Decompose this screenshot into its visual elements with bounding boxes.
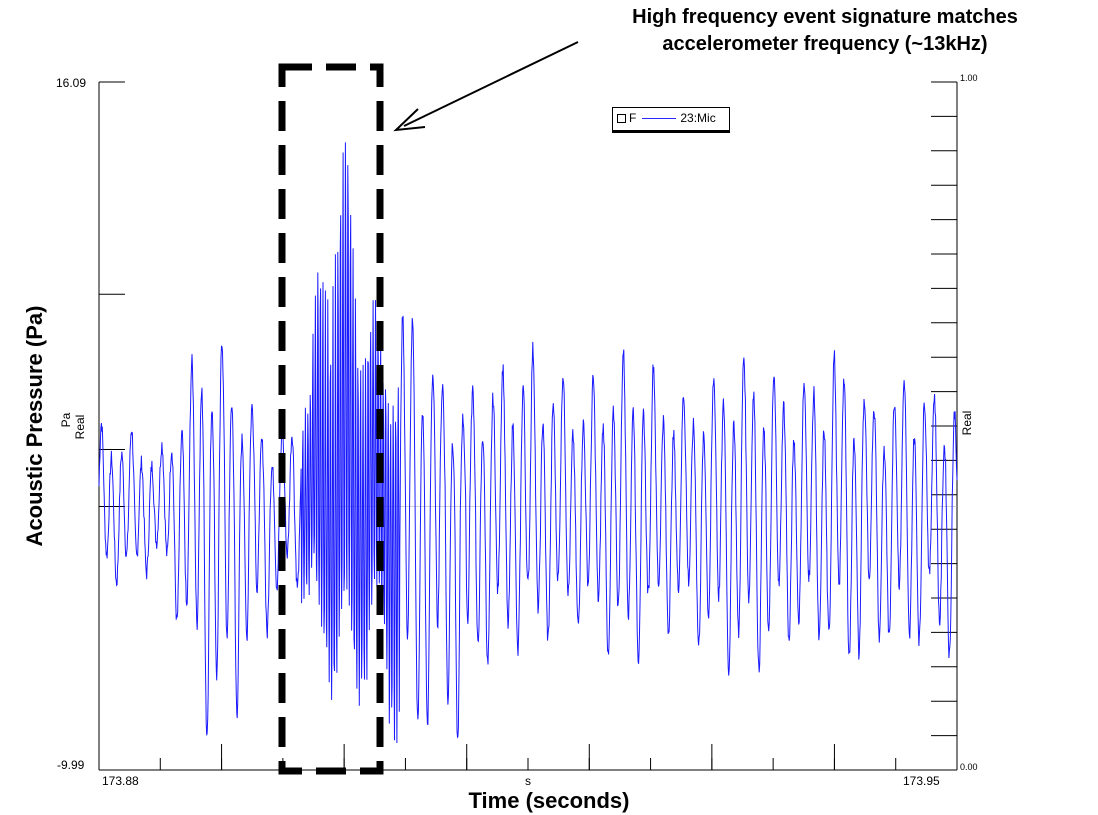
legend-line-swatch <box>642 118 677 120</box>
x-axis-title: Time (seconds) <box>468 788 630 813</box>
annotation-arrow-head <box>393 108 426 132</box>
legend-marker-icon <box>617 114 626 124</box>
y-axis-title: Acoustic Pressure (Pa) <box>22 305 47 547</box>
annotation-text: High frequency event signature matches a… <box>560 4 1090 58</box>
x-unit-label: s <box>525 774 531 788</box>
y-right-max-label: 1.00 <box>960 73 978 83</box>
highlight-box <box>278 63 384 775</box>
x-max-label: 173.95 <box>903 774 940 788</box>
annotation-line-2: accelerometer frequency (~13kHz) <box>662 33 988 55</box>
annotation-line-1: High frequency event signature matches <box>632 6 1018 28</box>
y-right-kind-label: Real <box>960 410 974 436</box>
y-unit-label: Pa <box>59 412 73 428</box>
x-min-label: 173.88 <box>102 774 139 788</box>
y-kind-label: Real <box>73 414 87 440</box>
y-max-label: 16.09 <box>56 76 87 90</box>
annotation-arrow-shaft <box>403 41 579 127</box>
legend-marker-label: F <box>629 111 637 125</box>
y-min-label: -9.99 <box>57 758 85 772</box>
legend: F 23:Mic <box>612 107 730 133</box>
series-line-23-mic <box>98 142 958 744</box>
y-right-min-label: 0.00 <box>960 762 978 772</box>
legend-entry-label: 23:Mic <box>680 111 716 125</box>
